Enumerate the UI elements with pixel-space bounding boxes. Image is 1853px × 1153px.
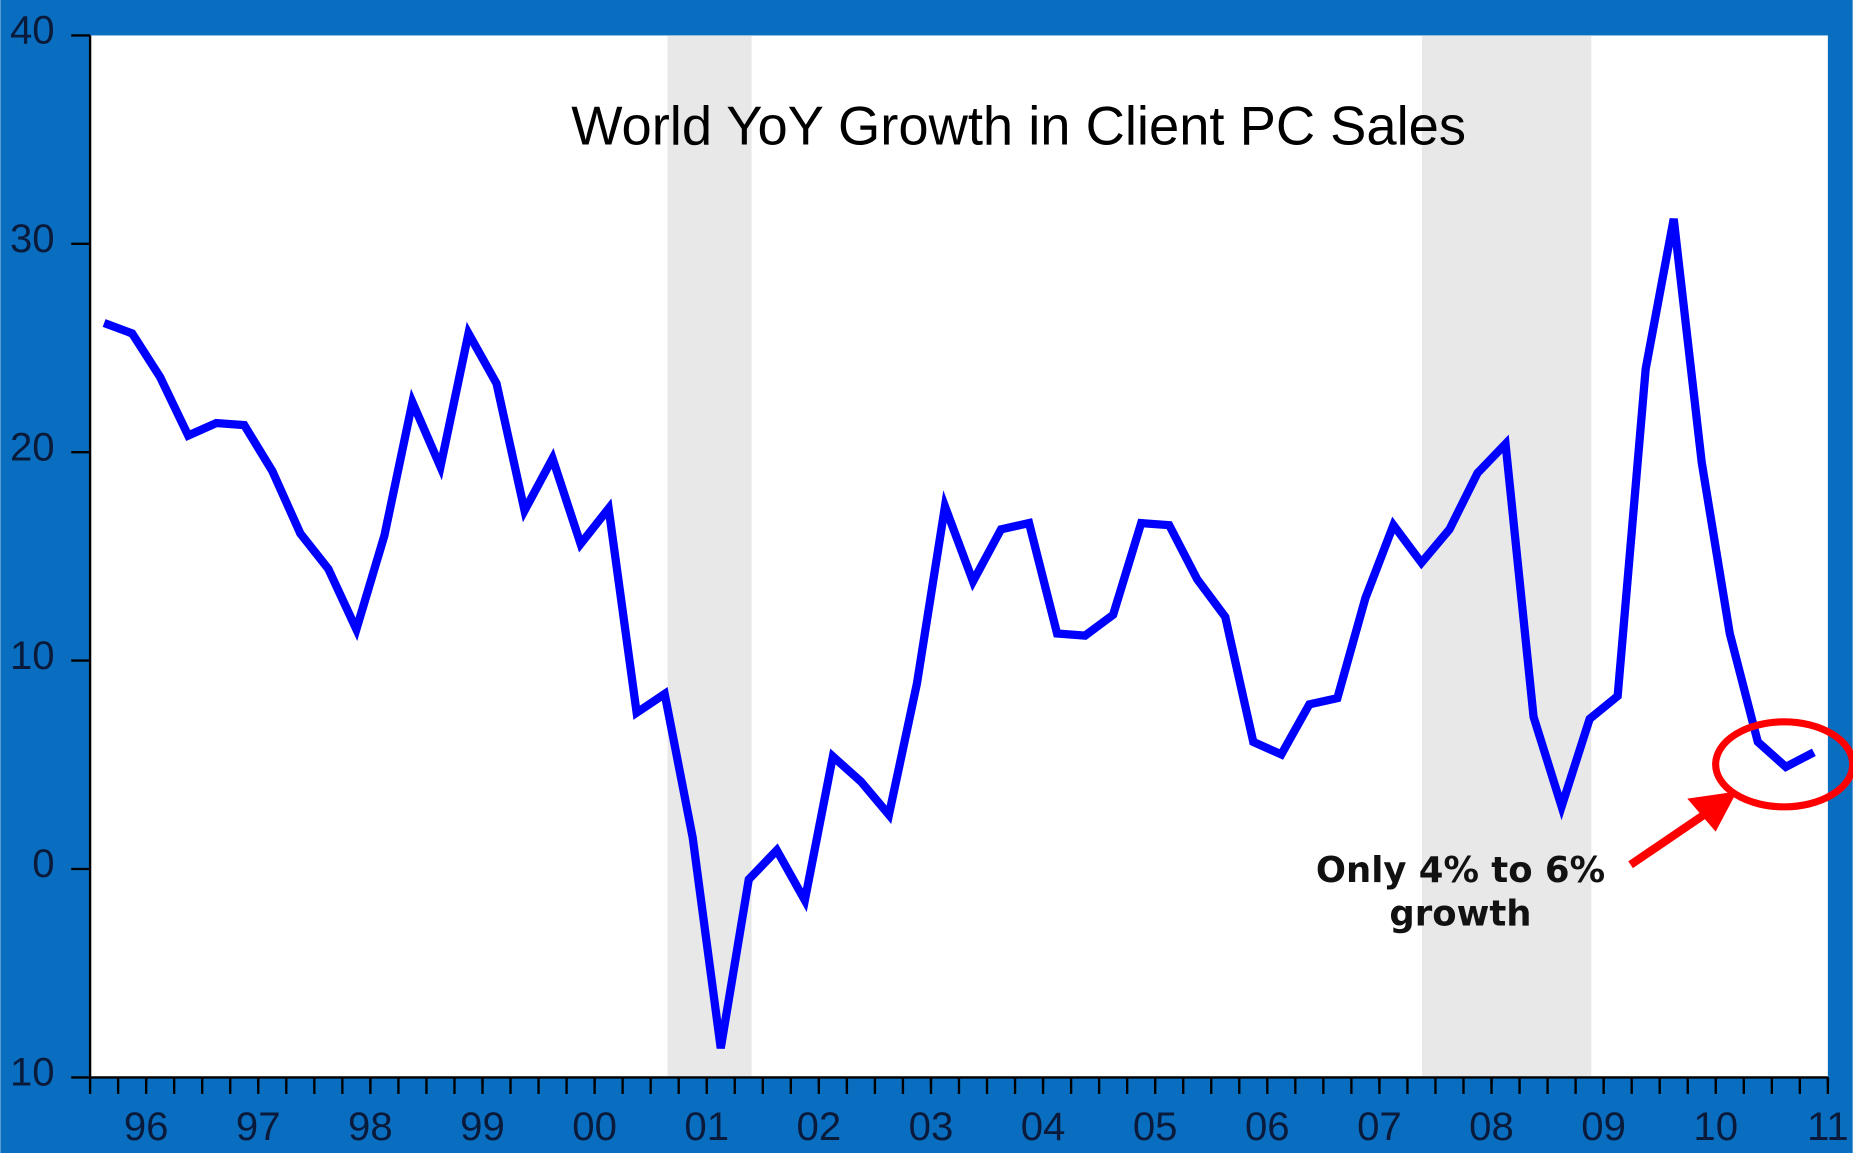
recession-band — [1422, 35, 1592, 1078]
x-tick-label: 08 — [1469, 1104, 1514, 1149]
y-tick-label: 10 — [10, 633, 55, 678]
x-tick-label: 01 — [684, 1104, 729, 1149]
x-tick-label: 99 — [460, 1104, 505, 1149]
chart-title: World YoY Growth in Client PC Sales — [571, 95, 1466, 156]
x-tick-label: 04 — [1021, 1104, 1066, 1149]
x-tick-label: 10 — [1693, 1104, 1738, 1149]
y-tick-label: 30 — [10, 216, 55, 261]
y-tick-label: 20 — [10, 424, 55, 469]
y-tick-label: 10 — [10, 1050, 55, 1095]
x-tick-label: 06 — [1245, 1104, 1290, 1149]
x-tick-label: 05 — [1133, 1104, 1178, 1149]
x-tick-label: 00 — [572, 1104, 617, 1149]
annotation: Only 4% to 6% — [1316, 850, 1605, 891]
x-tick-label: 02 — [797, 1104, 842, 1149]
x-tick-label: 07 — [1357, 1104, 1402, 1149]
arrow-head — [1687, 791, 1737, 832]
annotation: growth — [1389, 894, 1531, 935]
y-tick-label: 0 — [32, 841, 54, 886]
arrow — [1628, 803, 1718, 869]
x-tick-label: 09 — [1581, 1104, 1626, 1149]
x-tick-label: 03 — [909, 1104, 954, 1149]
recession-band — [667, 35, 752, 1078]
x-tick-label: 98 — [348, 1104, 393, 1149]
y-tick-label: 40 — [10, 8, 55, 53]
x-tick-label: 97 — [236, 1104, 281, 1149]
x-tick-label: 96 — [124, 1104, 169, 1149]
data-line — [102, 218, 1816, 1049]
x-tick-label: 11 — [1807, 1104, 1849, 1149]
